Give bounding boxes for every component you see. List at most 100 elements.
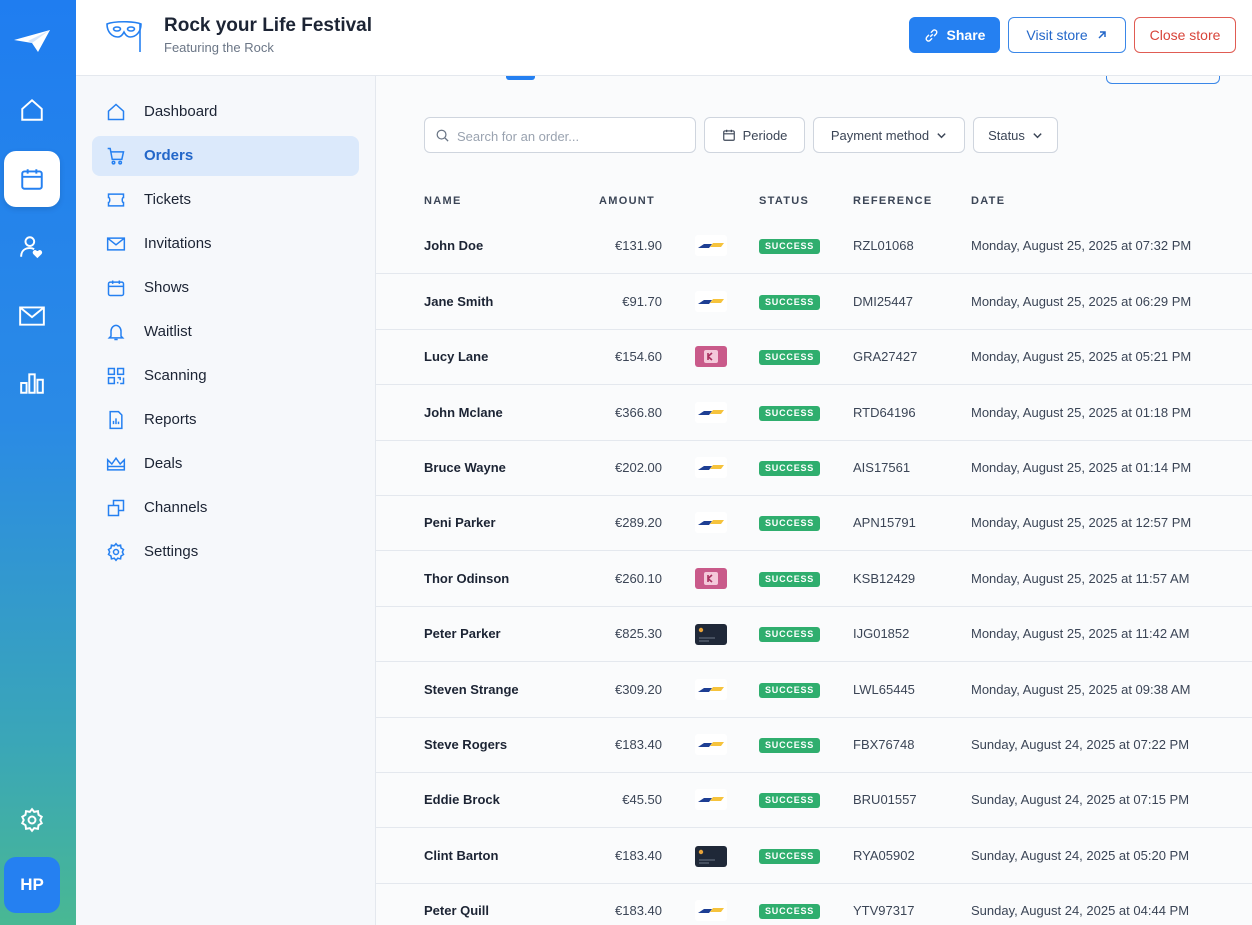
order-amount: €183.40 xyxy=(615,737,662,752)
status-filter[interactable]: Status xyxy=(973,117,1058,153)
column-header-date[interactable]: DATE xyxy=(971,195,1006,207)
sidebar-item-label: Orders xyxy=(144,147,194,164)
share-label: Share xyxy=(946,27,986,43)
copy-icon xyxy=(107,499,125,517)
share-button[interactable]: Share xyxy=(909,17,1000,53)
sidebar-item-shows[interactable]: Shows xyxy=(92,268,359,308)
order-amount: €91.70 xyxy=(622,294,662,309)
card-icon xyxy=(695,624,727,645)
avatar[interactable]: HP xyxy=(4,857,60,913)
rail-mail-button[interactable] xyxy=(4,287,60,343)
app-rail: HP xyxy=(0,0,76,925)
sidebar-item-label: Dashboard xyxy=(144,103,218,120)
calendar-icon xyxy=(21,169,43,190)
column-header-reference[interactable]: REFERENCE xyxy=(853,195,933,207)
order-amount: €45.50 xyxy=(622,792,662,807)
status-badge: SUCCESS xyxy=(759,849,821,864)
table-row[interactable]: Eddie Brock €45.50 SUCCESS BRU01557 Sunday, … xyxy=(376,773,1252,828)
order-reference: DMI25447 xyxy=(853,294,913,309)
order-date: Monday, August 25, 2025 at 01:14 PM xyxy=(971,460,1192,475)
bancontact-icon xyxy=(695,734,727,755)
external-link-icon xyxy=(1098,31,1106,39)
rail-settings-button[interactable] xyxy=(4,792,60,848)
bancontact-icon xyxy=(695,900,727,921)
sidebar-item-settings[interactable]: Settings xyxy=(92,532,359,572)
order-amount: €366.80 xyxy=(615,405,662,420)
table-row[interactable]: John Mclane €366.80 SUCCESS RTD64196 Monday,… xyxy=(376,386,1252,441)
table-row[interactable]: Steven Strange €309.20 SUCCESS LWL65445 Mond… xyxy=(376,663,1252,718)
sidebar-item-deals[interactable]: Deals xyxy=(92,444,359,484)
column-header-name[interactable]: NAME xyxy=(424,195,462,207)
sidebar-item-dashboard[interactable]: Dashboard xyxy=(92,92,359,132)
table-row[interactable]: Clint Barton €183.40 SUCCESS RYA05902 Sunday… xyxy=(376,829,1252,884)
sidebar-item-reports[interactable]: Reports xyxy=(92,400,359,440)
table-row[interactable]: Bruce Wayne €202.00 SUCCESS AIS17561 Monday,… xyxy=(376,441,1252,496)
table-row[interactable]: Jane Smith €91.70 SUCCESS DMI25447 Monday, A… xyxy=(376,275,1252,330)
rail-home-button[interactable] xyxy=(4,82,60,138)
table-row[interactable]: John Doe €131.90 SUCCESS RZL01068 Monday, Au… xyxy=(376,219,1252,274)
close-store-label: Close store xyxy=(1149,27,1221,43)
status-badge: SUCCESS xyxy=(759,904,821,919)
order-amount: €309.20 xyxy=(615,682,662,697)
order-reference: RTD64196 xyxy=(853,405,916,420)
sidebar-item-orders[interactable]: Orders xyxy=(92,136,359,176)
sidebar-item-channels[interactable]: Channels xyxy=(92,488,359,528)
rail-calendar-button[interactable] xyxy=(4,151,60,207)
mail-icon xyxy=(19,306,45,326)
order-reference: IJG01852 xyxy=(853,626,910,641)
close-store-button[interactable]: Close store xyxy=(1134,17,1236,53)
status-badge: SUCCESS xyxy=(759,572,821,587)
calendar-icon xyxy=(722,129,735,141)
rail-stats-button[interactable] xyxy=(4,355,60,411)
chevron-down-icon xyxy=(1033,132,1042,138)
order-amount: €154.60 xyxy=(615,349,662,364)
top-header: Rock your Life Festival Featuring the Ro… xyxy=(76,0,1252,76)
visit-store-button[interactable]: Visit store xyxy=(1008,17,1126,53)
export-button[interactable] xyxy=(1106,76,1220,84)
table-row[interactable]: Lucy Lane €154.60 SUCCESS GRA27427 Monday, A… xyxy=(376,330,1252,385)
order-name: Peter Quill xyxy=(424,903,490,918)
sidebar-item-label: Waitlist xyxy=(144,323,192,340)
order-reference: AIS17561 xyxy=(853,460,911,475)
bancontact-icon xyxy=(695,235,727,256)
bancontact-icon xyxy=(695,402,727,423)
tab-indicator xyxy=(506,76,535,80)
status-badge: SUCCESS xyxy=(759,683,821,698)
status-badge: SUCCESS xyxy=(759,738,821,753)
column-header-status[interactable]: STATUS xyxy=(759,195,810,207)
sidebar-item-waitlist[interactable]: Waitlist xyxy=(92,312,359,352)
table-row[interactable]: Peter Quill €183.40 SUCCESS YTV97317 Sunday,… xyxy=(376,884,1252,925)
payment-method-filter[interactable]: Payment method xyxy=(813,117,965,153)
table-row[interactable]: Thor Odinson €260.10 SUCCESS KSB12429 Monday… xyxy=(376,552,1252,607)
order-amount: €289.20 xyxy=(615,515,662,530)
mask-icon xyxy=(104,18,144,54)
table-row[interactable]: Peter Parker €825.30 SUCCESS IJG01852 Monday… xyxy=(376,607,1252,662)
order-name: John Doe xyxy=(424,238,484,253)
cart-icon xyxy=(107,147,125,165)
order-reference: YTV97317 xyxy=(853,903,915,918)
sidebar-item-label: Channels xyxy=(144,499,208,516)
sidebar-item-tickets[interactable]: Tickets xyxy=(92,180,359,220)
page-title: Rock your Life Festival xyxy=(164,15,373,36)
table-row[interactable]: Peni Parker €289.20 SUCCESS APN15791 Monday,… xyxy=(376,496,1252,551)
order-amount: €183.40 xyxy=(615,903,662,918)
order-reference: LWL65445 xyxy=(853,682,915,697)
bancontact-icon xyxy=(695,679,727,700)
table-row[interactable]: Steve Rogers €183.40 SUCCESS FBX76748 Sunday… xyxy=(376,718,1252,773)
report-icon xyxy=(109,410,123,430)
periode-filter-button[interactable]: Periode xyxy=(704,117,805,153)
sidebar-item-label: Shows xyxy=(144,279,190,296)
sidebar-item-scanning[interactable]: Scanning xyxy=(92,356,359,396)
sidebar: Dashboard Orders Tickets Invitations Sho… xyxy=(76,76,376,925)
card-icon xyxy=(695,846,727,867)
paper-plane-logo[interactable] xyxy=(10,24,54,58)
order-reference: KSB12429 xyxy=(853,571,916,586)
status-badge: SUCCESS xyxy=(759,350,821,365)
column-header-amount[interactable]: AMOUNT xyxy=(599,195,656,207)
user-heart-icon xyxy=(20,236,43,259)
sidebar-item-invitations[interactable]: Invitations xyxy=(92,224,359,264)
rail-audience-button[interactable] xyxy=(4,219,60,275)
ticket-icon xyxy=(107,193,125,207)
order-name: Clint Barton xyxy=(424,848,499,863)
search-input[interactable] xyxy=(457,126,687,146)
